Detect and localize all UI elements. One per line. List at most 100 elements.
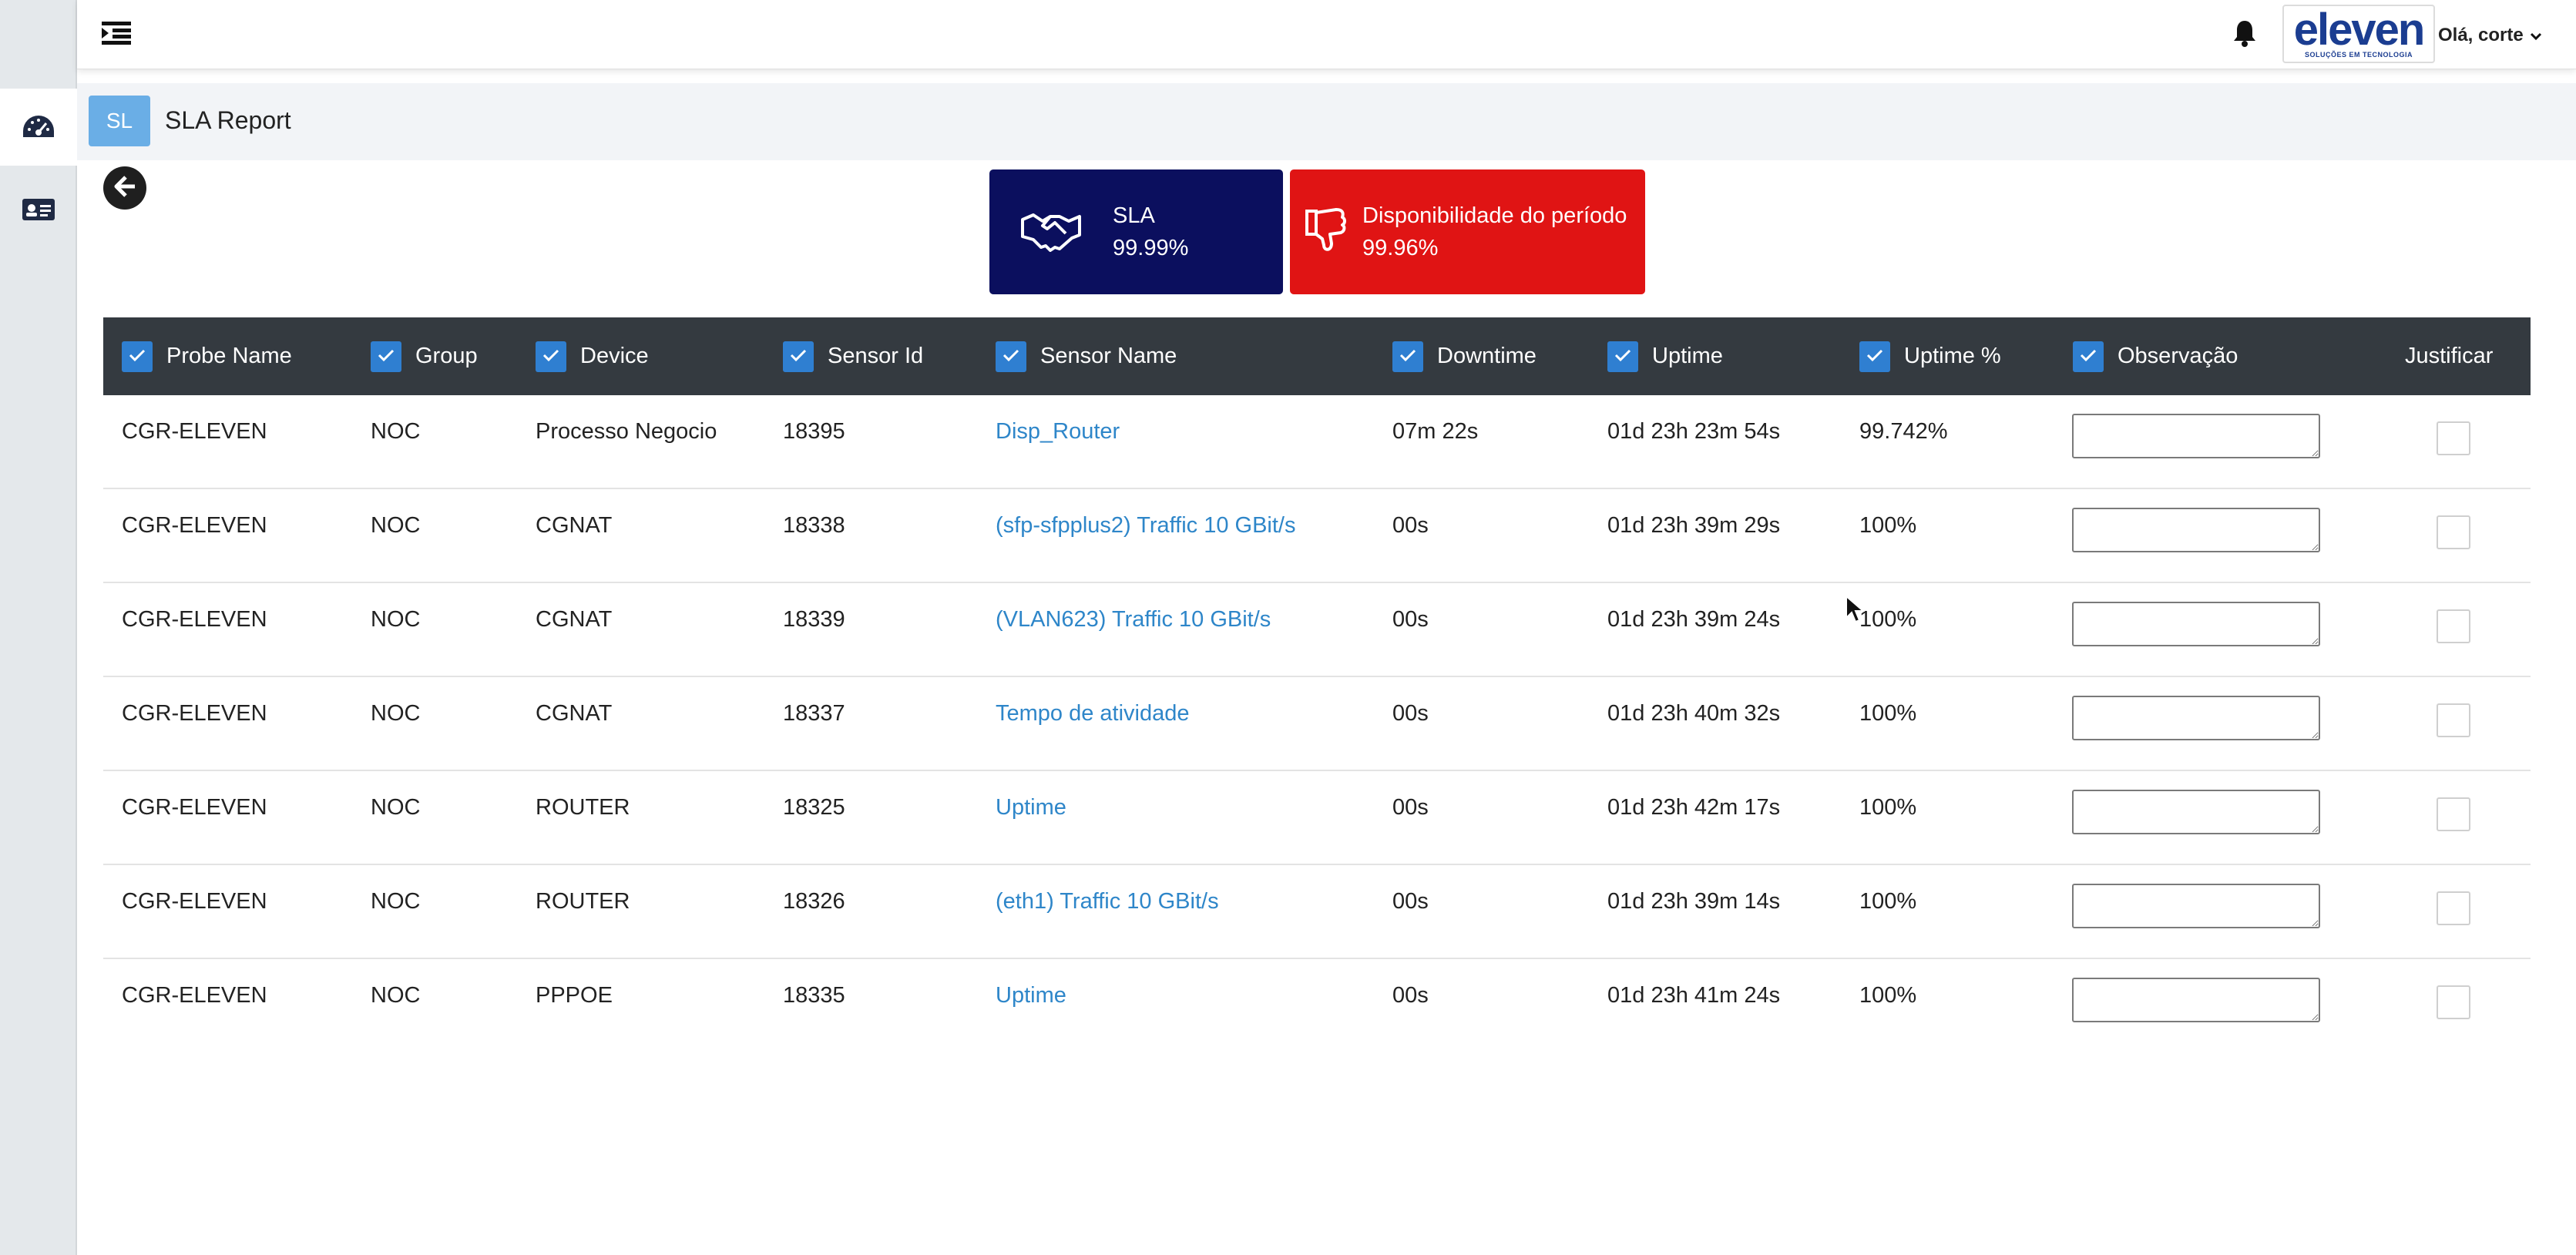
cell-probe: CGR-ELEVEN — [122, 889, 267, 914]
column-label: Probe Name — [166, 344, 292, 368]
check-icon — [789, 344, 808, 369]
cell-downtime: 00s — [1392, 607, 1429, 632]
cell-device: CGNAT — [536, 701, 613, 726]
cell-group: NOC — [371, 419, 421, 444]
side-rail — [0, 0, 77, 1255]
column-uptime: Uptime — [1607, 317, 1723, 395]
column-toggle-checkbox[interactable] — [996, 341, 1026, 372]
top-bar: eleven SOLUÇÕES EM TECNOLOGIA Olá, corte — [77, 0, 2576, 69]
kpi-sla-label: SLA — [1113, 203, 1155, 228]
table-row: CGR-ELEVEN NOC CGNAT 18337 Tempo de ativ… — [103, 677, 2531, 771]
kpi-availability-label: Disponibilidade do período — [1362, 203, 1627, 228]
cell-downtime: 07m 22s — [1392, 419, 1479, 444]
table-row: CGR-ELEVEN NOC PPPOE 18335 Uptime 00s 01… — [103, 959, 2531, 1053]
cell-uptime: 01d 23h 42m 17s — [1607, 795, 1781, 820]
column-uptime-percent: Uptime % — [1859, 317, 2001, 395]
justify-checkbox[interactable] — [2437, 421, 2470, 455]
kpi-card-availability: Disponibilidade do período 99.96% — [1290, 169, 1645, 294]
back-button[interactable] — [103, 166, 146, 210]
column-label: Downtime — [1437, 344, 1537, 368]
justify-checkbox[interactable] — [2437, 515, 2470, 549]
observation-textarea[interactable] — [2072, 508, 2320, 552]
justify-checkbox[interactable] — [2437, 797, 2470, 831]
column-toggle-checkbox[interactable] — [536, 341, 566, 372]
table-row: CGR-ELEVEN NOC Processo Negocio 18395 Di… — [103, 395, 2531, 489]
column-toggle-checkbox[interactable] — [371, 341, 401, 372]
cell-sensor-name-link[interactable]: Disp_Router — [996, 419, 1120, 444]
observation-textarea[interactable] — [2072, 414, 2320, 458]
cell-group: NOC — [371, 889, 421, 914]
justify-checkbox[interactable] — [2437, 985, 2470, 1019]
observation-textarea[interactable] — [2072, 790, 2320, 834]
cell-sensor-id: 18339 — [783, 607, 845, 632]
handshake-icon — [1019, 209, 1083, 256]
cell-sensor-name-link[interactable]: Tempo de atividade — [996, 701, 1190, 726]
cell-device: Processo Negocio — [536, 419, 717, 444]
check-icon — [2079, 344, 2097, 369]
dashboard-gauge-icon — [22, 114, 55, 140]
kpi-card-sla: SLA 99.99% — [989, 169, 1283, 294]
check-icon — [128, 344, 146, 369]
rail-item-cards[interactable] — [0, 171, 77, 248]
cell-probe: CGR-ELEVEN — [122, 513, 267, 538]
cell-probe: CGR-ELEVEN — [122, 795, 267, 820]
observation-textarea[interactable] — [2072, 602, 2320, 646]
cell-uptime: 01d 23h 40m 32s — [1607, 701, 1781, 726]
cell-device: PPPOE — [536, 983, 613, 1008]
cell-group: NOC — [371, 607, 421, 632]
cell-probe: CGR-ELEVEN — [122, 419, 267, 444]
page-title: SLA Report — [165, 106, 291, 134]
cell-downtime: 00s — [1392, 983, 1429, 1008]
cell-group: NOC — [371, 795, 421, 820]
user-menu[interactable]: Olá, corte — [2438, 20, 2542, 51]
column-sensor-id: Sensor Id — [783, 317, 923, 395]
column-toggle-checkbox[interactable] — [1859, 341, 1890, 372]
observation-textarea[interactable] — [2072, 696, 2320, 740]
column-toggle-checkbox[interactable] — [783, 341, 814, 372]
check-icon — [377, 344, 395, 369]
cell-sensor-id: 18395 — [783, 419, 845, 444]
menu-toggle-button[interactable] — [99, 17, 134, 52]
column-toggle-checkbox[interactable] — [1607, 341, 1638, 372]
thumbs-down-icon — [1304, 206, 1348, 258]
menu-toggle-icon — [102, 20, 131, 50]
column-toggle-checkbox[interactable] — [122, 341, 153, 372]
observation-textarea[interactable] — [2072, 884, 2320, 928]
cell-group: NOC — [371, 983, 421, 1008]
cell-downtime: 00s — [1392, 513, 1429, 538]
chevron-down-icon — [2530, 25, 2542, 46]
column-label: Device — [580, 344, 649, 368]
column-label: Uptime % — [1904, 344, 2001, 368]
observation-textarea[interactable] — [2072, 978, 2320, 1022]
cell-uptime-percent: 100% — [1859, 513, 1917, 538]
cell-device: CGNAT — [536, 513, 613, 538]
justify-checkbox[interactable] — [2437, 609, 2470, 643]
check-icon — [1399, 344, 1417, 369]
cell-sensor-id: 18337 — [783, 701, 845, 726]
brand-logo: eleven SOLUÇÕES EM TECNOLOGIA — [2282, 5, 2435, 63]
column-downtime: Downtime — [1392, 317, 1537, 395]
cell-uptime-percent: 100% — [1859, 795, 1917, 820]
notifications-button[interactable] — [2227, 17, 2262, 52]
column-observacao: Observação — [2073, 317, 2238, 395]
cell-sensor-name-link[interactable]: (eth1) Traffic 10 GBit/s — [996, 889, 1219, 914]
table-header: Probe Name Group Device Sensor Id Sensor… — [103, 317, 2531, 395]
cell-device: CGNAT — [536, 607, 613, 632]
cell-sensor-name-link[interactable]: (VLAN623) Traffic 10 GBit/s — [996, 607, 1271, 632]
rail-item-dashboard[interactable] — [0, 89, 77, 166]
column-toggle-checkbox[interactable] — [1392, 341, 1423, 372]
check-icon — [542, 344, 560, 369]
cell-sensor-name-link[interactable]: (sfp-sfpplus2) Traffic 10 GBit/s — [996, 513, 1296, 538]
column-toggle-checkbox[interactable] — [2073, 341, 2104, 372]
table-row: CGR-ELEVEN NOC CGNAT 18339 (VLAN623) Tra… — [103, 583, 2531, 677]
cell-sensor-name-link[interactable]: Uptime — [996, 795, 1066, 820]
column-group: Group — [371, 317, 478, 395]
justify-checkbox[interactable] — [2437, 703, 2470, 737]
justify-checkbox[interactable] — [2437, 891, 2470, 925]
cell-sensor-name-link[interactable]: Uptime — [996, 983, 1066, 1008]
cell-sensor-id: 18335 — [783, 983, 845, 1008]
kpi-availability-value: 99.96% — [1362, 236, 1439, 260]
column-probe-name: Probe Name — [122, 317, 292, 395]
logo-wordmark: eleven — [2293, 4, 2426, 55]
table-row: CGR-ELEVEN NOC CGNAT 18338 (sfp-sfpplus2… — [103, 489, 2531, 583]
